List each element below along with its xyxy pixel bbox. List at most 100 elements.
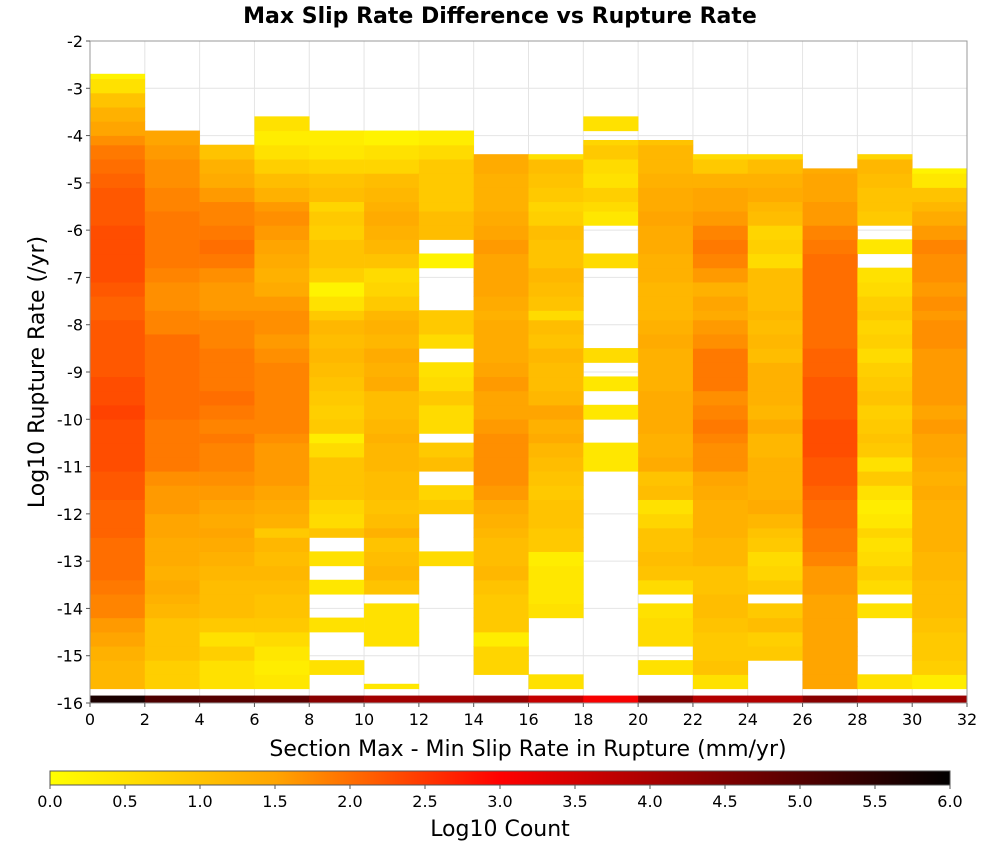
heatmap-cell: [144, 565, 200, 581]
heatmap-cell: [912, 617, 968, 633]
heatmap-cell: [364, 603, 420, 619]
heatmap-cell: [583, 140, 639, 146]
heatmap-cell: [254, 442, 310, 458]
heatmap-cell: [638, 513, 694, 529]
x-tick-label: 30: [902, 710, 922, 729]
heatmap-cell: [90, 645, 146, 661]
colorbar-tick-label: 6.0: [937, 792, 962, 811]
heatmap-cell: [254, 173, 310, 188]
heatmap-cell: [309, 551, 365, 567]
heatmap-cell: [199, 310, 255, 321]
heatmap-cell: [528, 239, 584, 255]
heatmap-cell: [802, 376, 858, 392]
heatmap-cell: [802, 433, 858, 444]
heatmap-cell: [747, 210, 803, 226]
y-tick-label: -14: [57, 599, 83, 618]
heatmap-cell: [692, 565, 749, 581]
heatmap-cell: [747, 173, 803, 188]
heatmap-cell: [802, 456, 858, 472]
heatmap-cell: [857, 310, 913, 321]
y-tick-label: -10: [57, 410, 83, 429]
heatmap-cell: [254, 404, 310, 420]
colorbar-tick-label: 3.0: [487, 792, 512, 811]
y-tick-label: -4: [67, 127, 83, 146]
heatmap-cell: [90, 348, 146, 363]
y-tick-label: -11: [57, 458, 83, 477]
heatmap-cell-bottom: [638, 695, 694, 703]
heatmap-cell: [638, 456, 694, 472]
heatmap-cell: [692, 674, 749, 690]
heatmap-cell: [364, 390, 420, 406]
heatmap-cell: [144, 376, 200, 392]
heatmap-cell: [747, 333, 803, 349]
heatmap-cell: [912, 201, 968, 212]
heatmap-cell: [144, 645, 200, 661]
heatmap-cell: [528, 158, 584, 174]
heatmap-cell: [528, 456, 584, 472]
colorbar-tick-label: 0.0: [37, 792, 62, 811]
heatmap-cell: [418, 456, 474, 472]
heatmap-cell: [912, 168, 968, 174]
heatmap-cell: [857, 319, 913, 335]
heatmap-cell: [254, 485, 310, 500]
heatmap-cell: [90, 144, 146, 160]
heatmap-cell: [418, 390, 474, 406]
heatmap-cell: [912, 603, 968, 619]
heatmap-cell: [418, 158, 474, 174]
heatmap-cell: [254, 551, 310, 567]
heatmap-cell: [254, 310, 310, 321]
heatmap-cell: [254, 537, 310, 552]
heatmap-cell: [857, 376, 913, 392]
heatmap-cell: [912, 527, 968, 538]
heatmap-cell-bottom: [747, 695, 803, 703]
heatmap-cell: [144, 418, 200, 434]
colorbar-tick-label: 4.5: [712, 792, 737, 811]
heatmap-cell: [912, 390, 968, 406]
heatmap-cell: [90, 565, 146, 581]
heatmap-cell: [144, 593, 200, 604]
heatmap-cell: [912, 645, 968, 661]
heatmap-cell: [364, 281, 420, 297]
heatmap-cell: [802, 631, 858, 647]
colorbar-tick-label: 5.5: [862, 792, 887, 811]
heatmap-cell: [144, 603, 200, 619]
heatmap-cell: [90, 593, 146, 604]
heatmap-cell: [309, 144, 365, 160]
heatmap-cell: [638, 485, 694, 500]
heatmap-cell: [912, 253, 968, 269]
heatmap-cell: [692, 281, 749, 297]
heatmap-cell: [857, 173, 913, 188]
heatmap-cell: [254, 660, 310, 675]
heatmap-cell: [364, 537, 420, 552]
heatmap-cell: [309, 225, 365, 240]
heatmap-cell: [638, 471, 694, 486]
heatmap-cell: [857, 499, 913, 515]
heatmap-cell-bottom: [90, 695, 146, 703]
heatmap-cell: [857, 456, 913, 472]
heatmap-cell: [254, 617, 310, 633]
heatmap-cell: [638, 239, 694, 255]
heatmap-cell: [144, 433, 200, 444]
heatmap-cell: [692, 456, 749, 472]
y-axis-ticks: -2 -3 -4 -5 -6 -7 -8 -9 -10 -11 -12 -13 -14 -15 -16: [57, 32, 90, 713]
x-axis-label: Section Max - Min Slip Rate in Rupture (…: [269, 737, 786, 762]
heatmap-cell: [418, 376, 474, 392]
heatmap-cell: [802, 253, 858, 269]
heatmap-cell: [802, 485, 858, 500]
heatmap-cell: [802, 579, 858, 595]
heatmap-cell: [528, 603, 584, 619]
heatmap-cell: [364, 404, 420, 420]
heatmap-cell: [90, 674, 146, 690]
heatmap-cell: [309, 267, 365, 283]
heatmap-cell: [912, 404, 968, 420]
heatmap-cell: [638, 617, 694, 633]
heatmap-cell: [528, 418, 584, 434]
heatmap-cell: [747, 281, 803, 297]
heatmap-cell: [90, 158, 146, 174]
heatmap-cell: [364, 565, 420, 581]
heatmap-cell: [692, 239, 749, 255]
heatmap-cell: [309, 456, 365, 472]
heatmap-cell: [254, 631, 310, 647]
heatmap-cell: [364, 310, 420, 321]
